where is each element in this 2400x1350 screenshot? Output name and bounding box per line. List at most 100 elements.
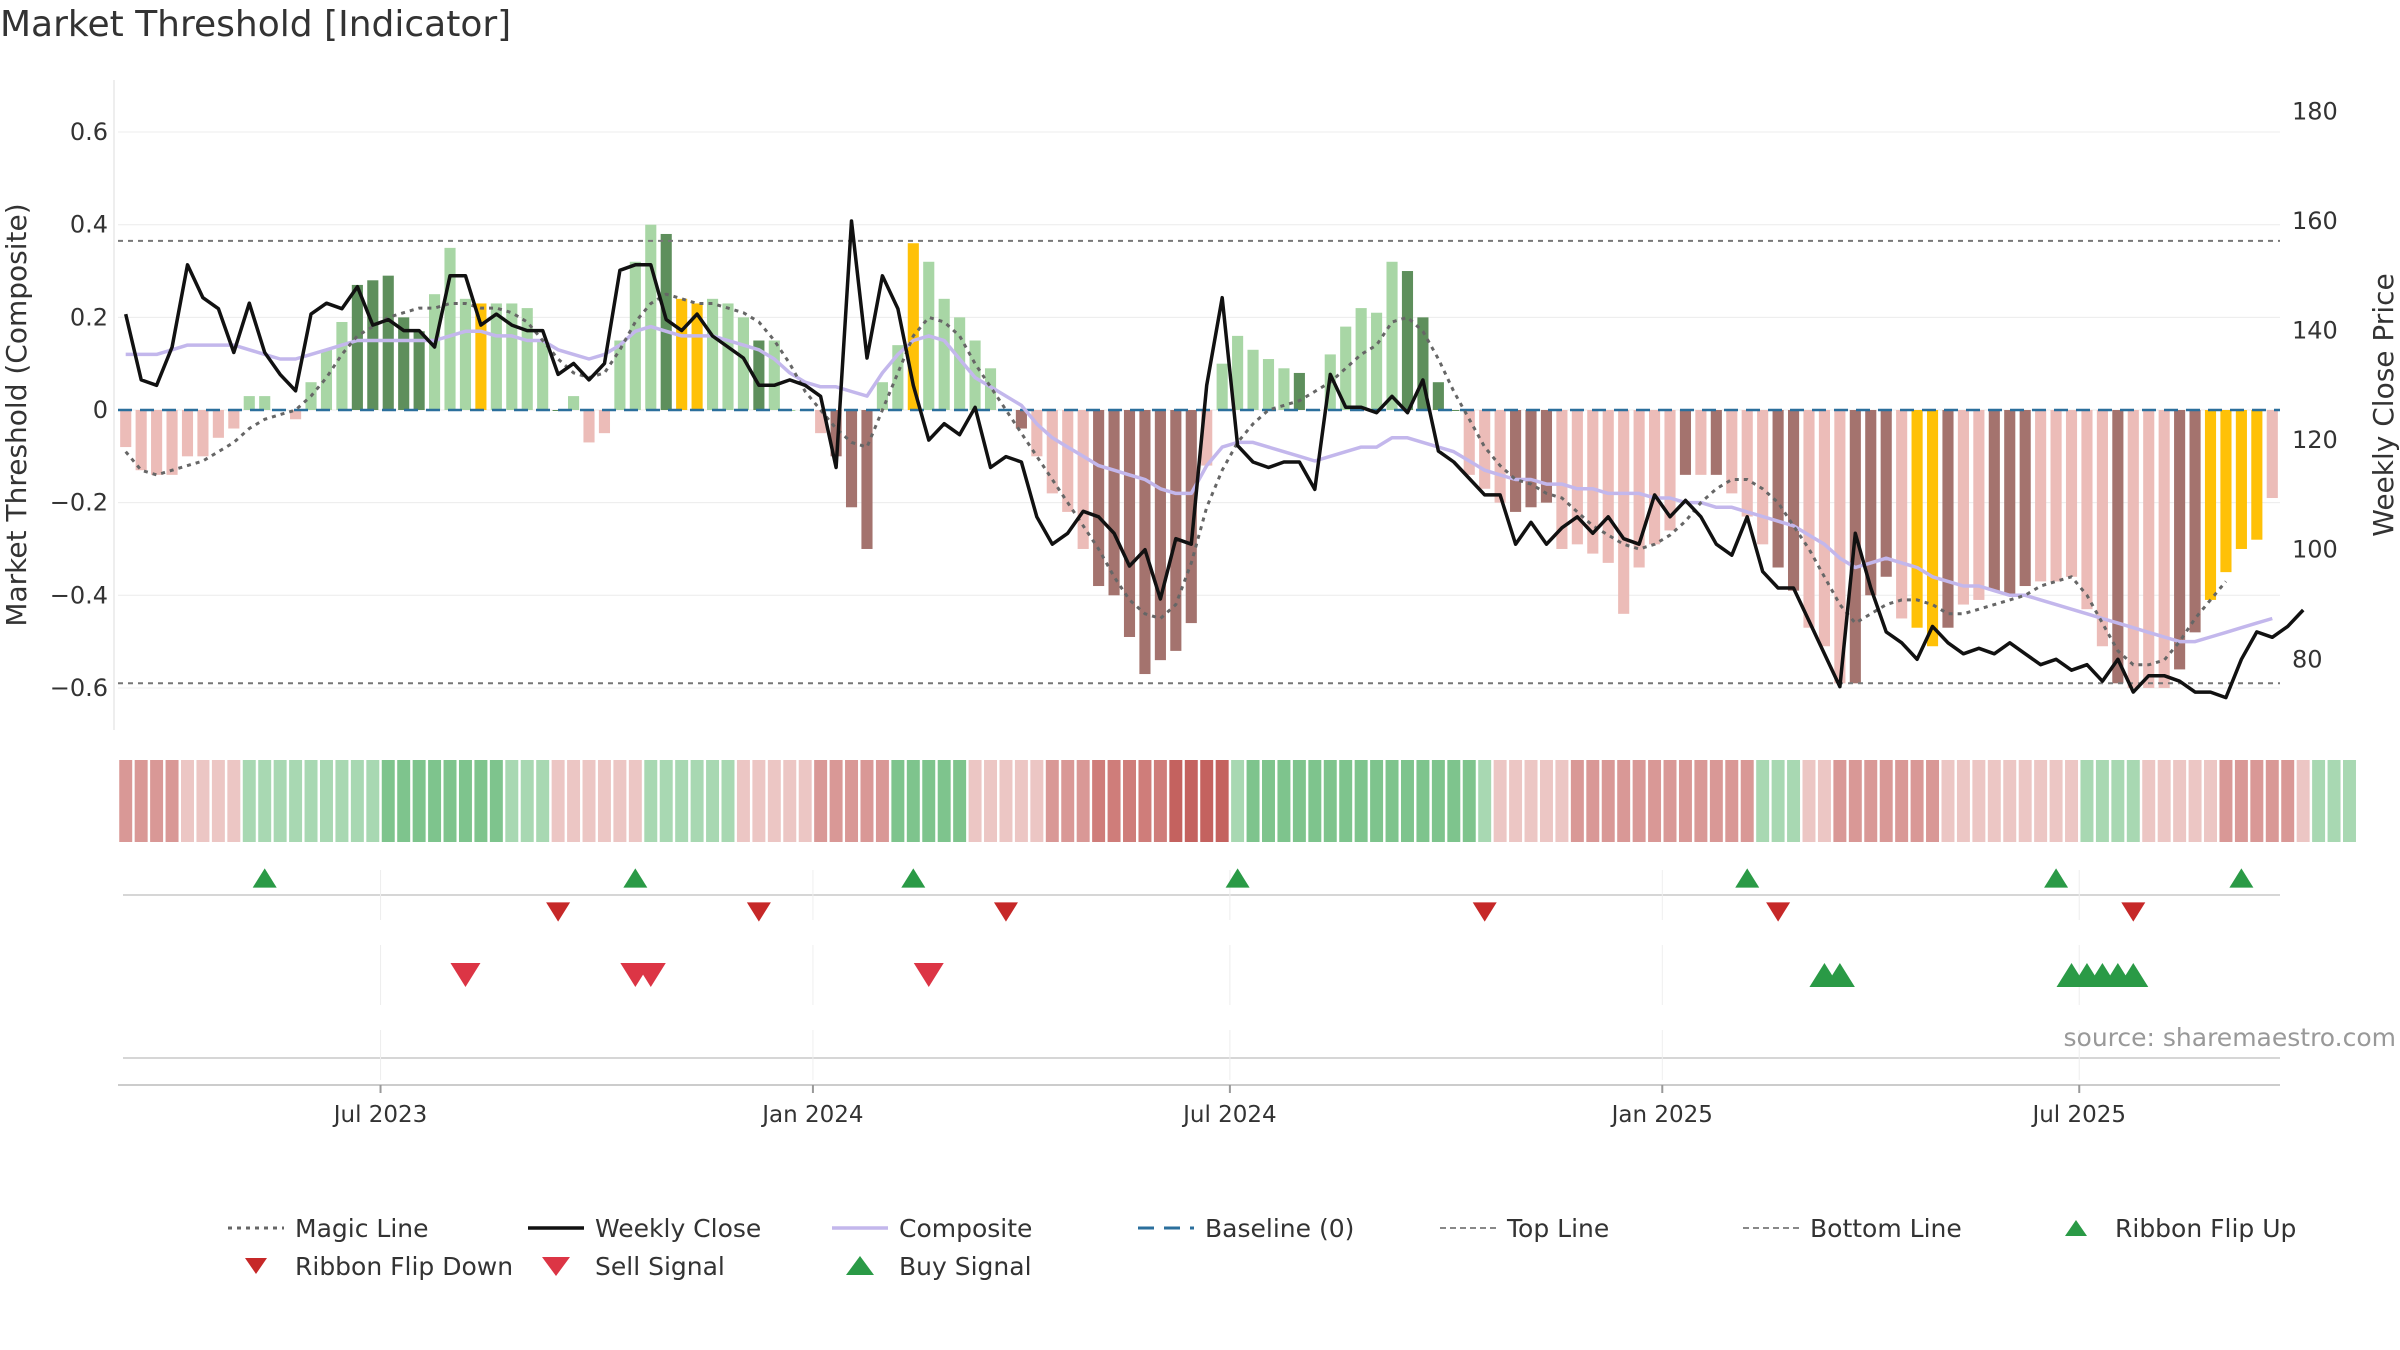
ribbon-cell [2065, 760, 2079, 842]
ribbon-cell [1308, 760, 1322, 842]
threshold-bar [1046, 410, 1058, 494]
legend-item: Baseline (0) [1130, 1213, 1354, 1243]
ribbon-cell [242, 760, 256, 842]
threshold-bar [1417, 317, 1429, 410]
threshold-bar [2174, 410, 2186, 670]
legend-label: Bottom Line [1810, 1213, 1962, 1243]
threshold-bar [629, 261, 641, 410]
y-right-tick-label: 140 [2292, 317, 2338, 345]
threshold-bar [398, 317, 410, 410]
ribbon-cell [845, 760, 859, 842]
ribbon-cell [1617, 760, 1631, 842]
threshold-bar [2235, 410, 2247, 549]
threshold-bar [212, 410, 224, 438]
ribbon-cell [953, 760, 967, 842]
ribbon-cell [1709, 760, 1723, 842]
threshold-bar [1201, 410, 1213, 466]
ribbon-cell [628, 760, 642, 842]
y-left-tick-label: −0.4 [50, 581, 108, 609]
y-left-axis-title: Market Threshold (Composite) [0, 203, 33, 626]
ribbon-cell [2265, 760, 2279, 842]
threshold-bar [506, 303, 518, 410]
threshold-bar [1077, 410, 1089, 549]
ribbon-cell [520, 760, 534, 842]
ribbon-cell [2018, 760, 2032, 842]
threshold-bar [1911, 410, 1923, 628]
y-right-tick-label: 120 [2292, 426, 2338, 454]
ribbon-cell [2281, 760, 2295, 842]
threshold-bar [2096, 410, 2108, 647]
ribbon-cell [1447, 760, 1461, 842]
ribbon-cell [798, 760, 812, 842]
ribbon-cell [181, 760, 194, 842]
legend-item: Magic Line [220, 1213, 429, 1243]
threshold-bar [1726, 410, 1738, 494]
ribbon-cell [1092, 760, 1106, 842]
ribbon-cell [875, 760, 889, 842]
threshold-bar [429, 294, 441, 410]
buy-signal-marker [252, 868, 277, 888]
legend-item: Composite [824, 1213, 1032, 1243]
threshold-bar [382, 275, 394, 410]
source-credit: source: sharemaestro.com [2063, 1023, 2397, 1052]
y-left-tick-label: −0.6 [50, 674, 108, 702]
ribbon-cell [2173, 760, 2187, 842]
ribbon-cell [2095, 760, 2109, 842]
ribbon-cell [1123, 760, 1136, 842]
threshold-bar [1556, 410, 1568, 549]
buy-signal-marker [901, 868, 926, 888]
threshold-bar [676, 298, 688, 410]
y-right-tick-label: 160 [2292, 207, 2338, 235]
legend-item: Top Line [1432, 1213, 1609, 1243]
threshold-bar [1633, 410, 1645, 568]
ribbon-cell [1678, 760, 1692, 842]
threshold-bar [876, 382, 888, 410]
threshold-bar [2143, 410, 2155, 688]
threshold-bar [1787, 410, 1800, 591]
ribbon-cell [1833, 760, 1847, 842]
legend-symbol [220, 1213, 292, 1243]
ribbon-flip-down-marker [450, 963, 481, 987]
ribbon-cell [536, 760, 550, 842]
threshold-bar [521, 308, 533, 410]
threshold-bar [537, 340, 549, 410]
ribbon-cell [1138, 760, 1152, 842]
threshold-bar [1602, 410, 1614, 563]
ribbon-cell [2296, 760, 2310, 842]
ribbon-cell [289, 760, 303, 842]
ribbon-cell [2126, 760, 2140, 842]
ribbon-cell [1879, 760, 1893, 842]
buy-signal-marker [2044, 868, 2069, 888]
ribbon-cell [1848, 760, 1862, 842]
threshold-bar [815, 410, 827, 434]
threshold-bar [1494, 410, 1506, 503]
threshold-bar [1710, 410, 1722, 475]
threshold-bar [351, 284, 363, 410]
threshold-bar [2204, 410, 2217, 600]
threshold-bar [598, 410, 611, 434]
ribbon-cell [412, 760, 426, 842]
threshold-bar [1432, 382, 1444, 410]
ribbon-cell [1740, 760, 1754, 842]
ribbon-cell [150, 760, 164, 842]
threshold-bar [1386, 261, 1398, 410]
x-tick-label: Jan 2025 [1610, 1102, 1713, 1128]
ribbon-cell [2003, 760, 2017, 842]
threshold-bar [336, 321, 348, 410]
threshold-bar [181, 410, 194, 457]
threshold-bar [845, 410, 858, 508]
threshold-bar [2019, 410, 2031, 587]
legend-label: Buy Signal [899, 1251, 1032, 1281]
threshold-bar [830, 410, 842, 457]
threshold-bar [2189, 410, 2201, 633]
ribbon-cell [2080, 760, 2094, 842]
threshold-bar [1834, 410, 1846, 684]
threshold-bar [228, 410, 240, 429]
threshold-bar [1278, 368, 1290, 410]
ribbon-cell [1014, 760, 1028, 842]
ribbon-cell [1323, 760, 1337, 842]
ribbon-cell [2142, 760, 2156, 842]
ribbon-cell [1926, 760, 1940, 842]
ribbon-cell [196, 760, 210, 842]
y-left-tick-label: 0.4 [70, 211, 108, 239]
